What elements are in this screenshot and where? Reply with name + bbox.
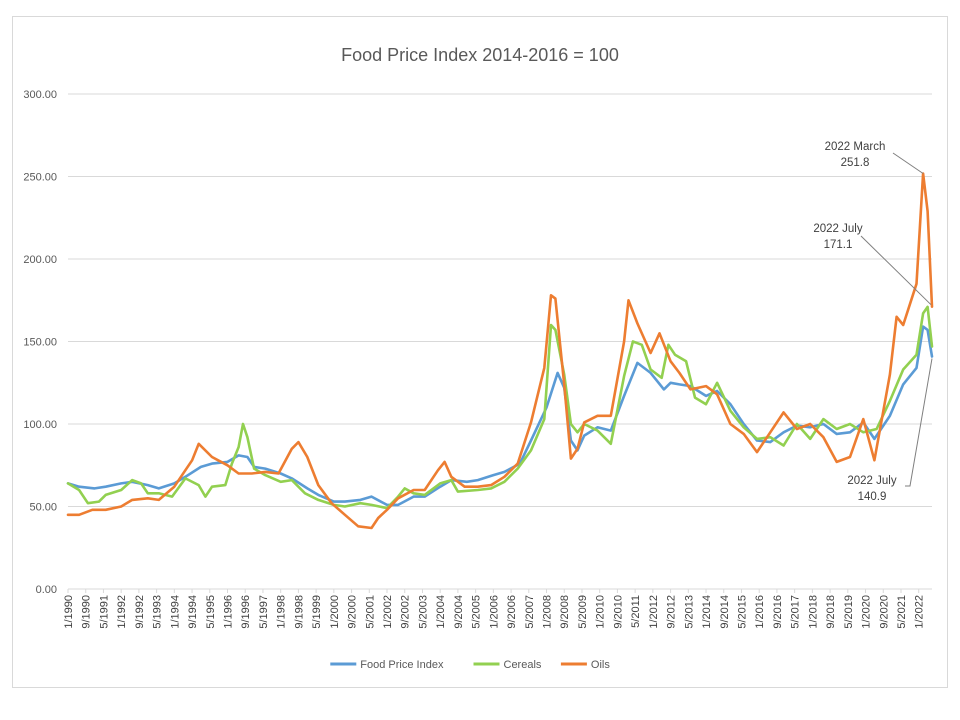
annotation-leader-line xyxy=(892,152,924,174)
x-tick-label: 1/2004 xyxy=(435,595,447,629)
legend-label: Cereals xyxy=(504,659,542,671)
y-tick-label: 50.00 xyxy=(29,502,57,514)
x-tick-label: 1/1996 xyxy=(223,595,235,629)
legend-item-food-price-index: Food Price Index xyxy=(330,659,444,671)
x-tick-label: 9/2018 xyxy=(825,595,837,629)
x-tick-label: 5/2009 xyxy=(577,595,589,629)
x-tick-label: 9/2004 xyxy=(453,595,465,629)
annotation-value: 140.9 xyxy=(858,491,887,503)
annotation-leader-line xyxy=(905,358,933,487)
x-tick-label: 5/2003 xyxy=(417,595,429,629)
x-tick-label: 1/2018 xyxy=(807,595,819,629)
x-tick-label: 9/1996 xyxy=(240,595,252,629)
annotation-label: 2022 March xyxy=(825,141,886,153)
y-tick-label: 300.00 xyxy=(23,89,57,101)
series-line-cereals xyxy=(66,305,934,510)
x-tick-label: 9/1994 xyxy=(187,595,199,629)
x-tick-label: 1/2022 xyxy=(914,595,926,629)
x-tick-label: 5/1993 xyxy=(152,595,164,629)
legend: Food Price Index Cereals Oils xyxy=(330,659,610,671)
x-tick-label: 1/2012 xyxy=(648,595,660,629)
x-tick-label: 5/2007 xyxy=(524,595,536,629)
x-tick-label: 1/2008 xyxy=(542,595,554,629)
x-axis-ticks: 1/1990 9/1990 5/1991 1/1992 9/1992 5/1993 1/19… xyxy=(63,589,926,629)
x-tick-label: 9/2014 xyxy=(719,595,731,629)
annotation-leader-line xyxy=(860,235,932,306)
x-tick-label: 9/2012 xyxy=(666,595,678,629)
series-line-oils xyxy=(66,172,934,530)
x-tick-label: 1/2000 xyxy=(329,595,341,629)
x-tick-label: 5/2011 xyxy=(630,595,642,628)
x-tick-label: 5/1999 xyxy=(311,595,323,629)
x-tick-label: 1/1992 xyxy=(116,595,128,629)
legend-label: Oils xyxy=(591,659,610,671)
x-tick-label: 9/1992 xyxy=(134,595,146,629)
y-tick-label: 150.00 xyxy=(23,337,57,349)
y-tick-label: 100.00 xyxy=(23,419,57,431)
gridlines xyxy=(68,93,932,507)
x-tick-label: 5/2017 xyxy=(790,595,802,629)
x-tick-label: 1/2002 xyxy=(382,595,394,629)
x-tick-label: 9/2016 xyxy=(772,595,784,629)
x-tick-label: 1/1998 xyxy=(276,595,288,629)
x-tick-label: 5/2019 xyxy=(843,595,855,629)
legend-item-cereals: Cereals xyxy=(473,659,542,671)
x-tick-label: 1/2014 xyxy=(701,595,713,629)
annotation-label: 2022 July xyxy=(813,223,862,235)
x-tick-label: 5/1991 xyxy=(98,595,110,629)
x-tick-label: 5/1997 xyxy=(258,595,270,629)
annotations: 2022 March 251.8 2022 July 171.1 2022 July 14… xyxy=(813,141,933,503)
x-tick-label: 9/2006 xyxy=(506,595,518,629)
x-tick-label: 1/2010 xyxy=(595,595,607,629)
x-tick-label: 5/2015 xyxy=(736,595,748,629)
x-tick-label: 1/1990 xyxy=(63,595,75,629)
annotation-value: 171.1 xyxy=(824,239,853,251)
y-tick-label: 200.00 xyxy=(23,254,57,266)
x-tick-label: 1/2020 xyxy=(861,595,873,629)
y-tick-label: 250.00 xyxy=(23,172,57,184)
x-tick-label: 1/2006 xyxy=(488,595,500,629)
x-tick-label: 9/2008 xyxy=(559,595,571,629)
annotation: 2022 March 251.8 xyxy=(825,141,924,174)
x-tick-label: 9/1998 xyxy=(293,595,305,629)
x-tick-label: 9/2010 xyxy=(612,595,624,629)
y-axis-ticks: 0.00 50.00 100.00 150.00 200.00 250.00 300.00 xyxy=(23,89,57,596)
x-tick-label: 9/1990 xyxy=(81,595,93,629)
x-tick-label: 5/2001 xyxy=(364,595,376,629)
x-tick-label: 5/2021 xyxy=(896,595,908,629)
legend-label: Food Price Index xyxy=(360,659,444,671)
annotation-label: 2022 July xyxy=(847,475,896,487)
annotation-value: 251.8 xyxy=(841,157,870,169)
x-tick-label: 5/2005 xyxy=(471,595,483,629)
chart-title: Food Price Index 2014-2016 = 100 xyxy=(341,45,619,65)
x-tick-label: 9/2020 xyxy=(878,595,890,629)
x-tick-label: 5/2013 xyxy=(683,595,695,629)
series-lines xyxy=(66,172,934,530)
annotation: 2022 July 140.9 xyxy=(847,358,933,503)
chart-frame xyxy=(12,16,948,688)
legend-item-oils: Oils xyxy=(560,659,610,671)
x-tick-label: 5/1995 xyxy=(205,595,217,629)
x-tick-label: 9/2000 xyxy=(347,595,359,629)
x-tick-label: 1/1994 xyxy=(169,595,181,629)
y-tick-label: 0.00 xyxy=(36,584,57,596)
annotation: 2022 July 171.1 xyxy=(813,223,932,306)
x-tick-label: 1/2016 xyxy=(754,595,766,629)
x-tick-label: 9/2002 xyxy=(400,595,412,629)
